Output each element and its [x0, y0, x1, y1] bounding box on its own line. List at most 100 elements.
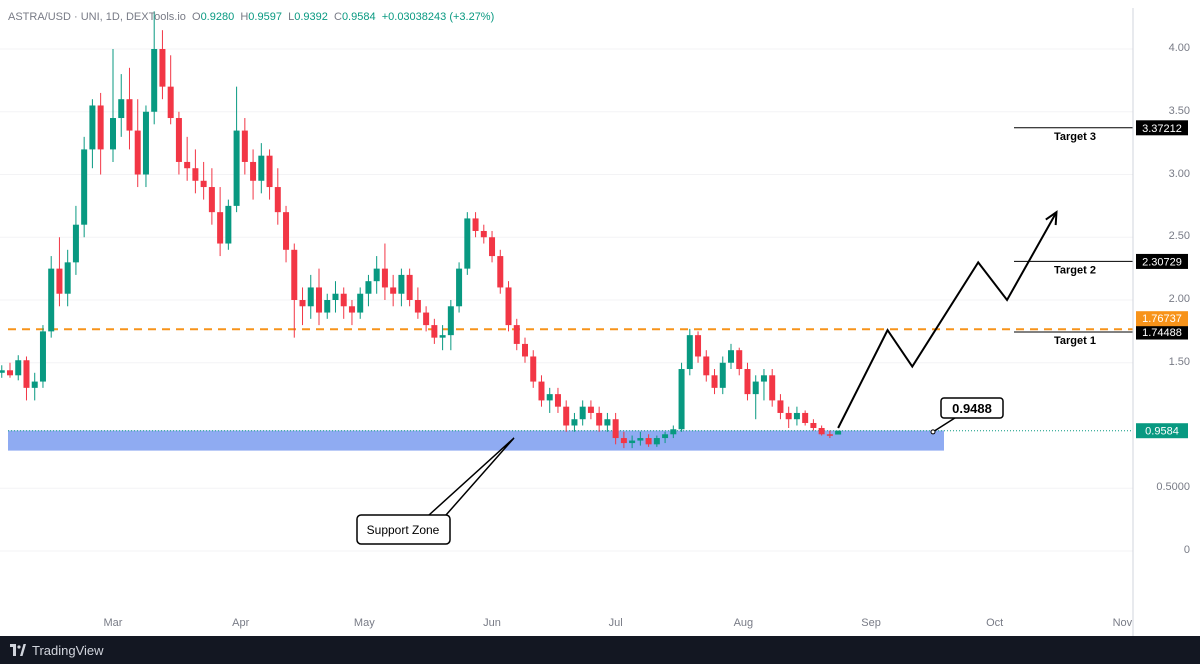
y-tick-label: 0.5000: [1156, 481, 1190, 494]
candle: [365, 274, 372, 307]
candle: [291, 243, 298, 338]
candle: [513, 318, 520, 351]
x-tick-label: Mar: [103, 617, 123, 629]
candle: [637, 431, 644, 446]
candle: [760, 369, 767, 401]
candle: [250, 149, 257, 200]
x-tick-label: May: [353, 617, 375, 629]
y-tick-label: 0: [1183, 544, 1190, 556]
candle: [167, 55, 174, 125]
candle: [431, 318, 438, 344]
candle: [332, 281, 339, 313]
candle: [56, 237, 63, 307]
candle: [670, 425, 677, 439]
candle: [793, 406, 800, 426]
target-price-label: 2.30729: [1142, 256, 1182, 268]
support-label-box: [356, 514, 451, 545]
candle: [653, 435, 660, 447]
candle: [39, 325, 46, 388]
current-price-tag: [1136, 423, 1188, 439]
candle: [711, 369, 718, 395]
candle: [769, 369, 776, 407]
candle: [64, 249, 71, 307]
candle: [538, 375, 545, 407]
candle: [456, 262, 463, 313]
tradingview-logo-icon[interactable]: [10, 644, 26, 656]
x-tick-label: Jul: [608, 617, 623, 629]
candle: [645, 434, 652, 447]
candle: [530, 350, 537, 388]
candle: [596, 406, 603, 432]
candle: [662, 431, 669, 444]
candle: [604, 412, 611, 432]
close-value: 0.9584: [341, 11, 376, 23]
candle: [728, 343, 734, 370]
y-tick-label: 3.00: [1168, 167, 1190, 180]
candle: [340, 287, 347, 319]
brand-label[interactable]: TradingView: [32, 642, 104, 658]
candle: [563, 400, 570, 432]
candle: [835, 430, 842, 435]
candle: [357, 287, 364, 319]
candle: [398, 268, 405, 307]
candle: [439, 325, 446, 351]
candle: [142, 105, 149, 188]
target-label: Target 1: [1054, 335, 1096, 347]
candle: [810, 419, 817, 431]
candle: [110, 49, 116, 162]
candle: [447, 300, 454, 351]
candle: [719, 356, 726, 395]
y-tick-label: 1.50: [1168, 355, 1190, 368]
candle: [703, 350, 710, 382]
candle: [266, 149, 273, 200]
candle: [184, 136, 191, 181]
candle: [274, 168, 281, 225]
candle: [192, 149, 199, 194]
candle: [23, 356, 30, 401]
candle: [7, 362, 13, 378]
candle: [373, 256, 380, 294]
support-zone-label: Support Zone: [367, 523, 440, 537]
candle: [299, 287, 306, 326]
candle: [480, 224, 487, 244]
targets: Target 1 1.74488 Target 2 2.30729 Target 3 3.…: [1014, 120, 1188, 439]
resistance-price-label: 1.76737: [1142, 313, 1182, 325]
candle: [472, 212, 479, 238]
candle: [159, 30, 166, 100]
candle: [241, 118, 248, 175]
candle: [736, 347, 743, 376]
target-price-label: 1.74488: [1142, 327, 1182, 339]
candle: [695, 331, 702, 363]
candle: [97, 92, 104, 175]
candle: [126, 67, 133, 150]
candle: [175, 111, 182, 175]
y-tick-label: 2.00: [1168, 293, 1190, 305]
candle: [15, 355, 22, 381]
candle: [381, 243, 388, 300]
candle: [134, 99, 141, 188]
candle: [89, 99, 96, 169]
target-price-tag: [1136, 253, 1188, 269]
callout-anchor: [930, 429, 936, 435]
candle: [307, 274, 314, 319]
candle: [587, 400, 594, 420]
x-tick-label: Apr: [232, 617, 250, 629]
candle: [423, 306, 430, 332]
candle: [324, 293, 331, 319]
target-price-tag: [1136, 120, 1188, 136]
candle: [390, 274, 397, 307]
x-tick-label: Sep: [861, 617, 881, 629]
candle: [686, 328, 693, 376]
candle: [258, 143, 265, 194]
candle: [31, 372, 38, 401]
y-tick-label: 4.00: [1168, 42, 1190, 54]
candle: [118, 74, 125, 137]
candle: [151, 11, 158, 125]
candle: [629, 435, 636, 449]
candle: [579, 400, 586, 426]
candle: [505, 281, 512, 332]
low-value: 0.9392: [294, 11, 328, 23]
y-tick-label: 3.50: [1168, 104, 1190, 117]
grid: [0, 48, 1133, 552]
